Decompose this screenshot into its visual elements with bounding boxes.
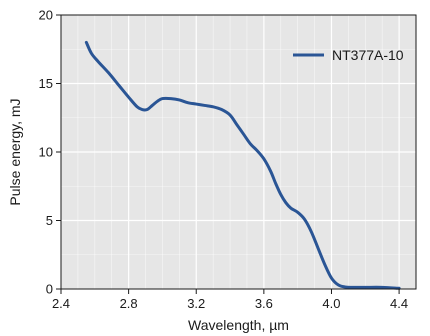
x-axis-title: Wavelength, µm <box>188 317 289 333</box>
x-tick-label: 4.0 <box>322 296 340 311</box>
y-tick-label: 0 <box>46 282 53 297</box>
x-tick-label: 2.8 <box>120 296 138 311</box>
x-tick-label: 2.4 <box>52 296 70 311</box>
x-tick-label: 3.2 <box>187 296 205 311</box>
x-tick-label: 3.6 <box>255 296 273 311</box>
x-tick-label: 4.4 <box>390 296 408 311</box>
major-grid <box>61 15 416 289</box>
y-tick-label: 15 <box>39 76 53 91</box>
legend[interactable]: NT377A-10 <box>293 47 404 63</box>
y-tick-label: 5 <box>46 213 53 228</box>
y-axis: 0 5 10 15 20 <box>39 8 61 297</box>
legend-label: NT377A-10 <box>332 47 404 63</box>
x-axis: 2.4 2.8 3.2 3.6 4.0 4.4 <box>52 289 408 311</box>
y-tick-label: 20 <box>39 8 53 23</box>
y-axis-title: Pulse energy, mJ <box>7 98 23 205</box>
series-line-nt377a-10 <box>84 40 401 290</box>
y-tick-label: 10 <box>39 145 53 160</box>
